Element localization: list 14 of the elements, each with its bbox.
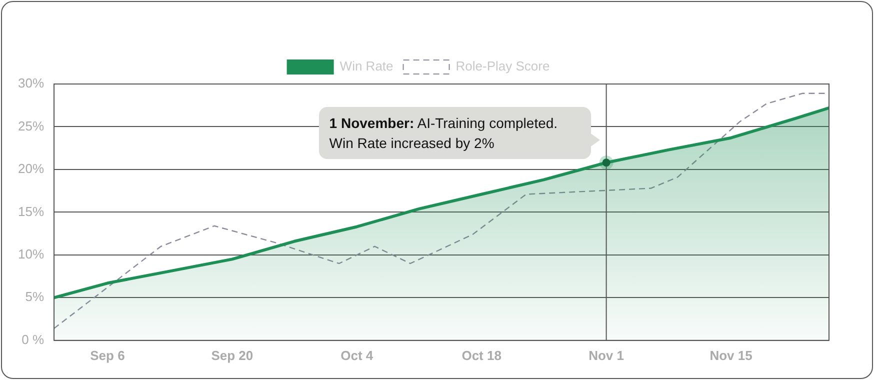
y-tick-label: 30%	[18, 76, 44, 91]
annotation: 1 November: AI-Training completed. Win Rate increased by 2%	[319, 106, 592, 159]
x-tick-label: Nov 1	[588, 348, 624, 363]
x-tick-label: Sep 6	[90, 348, 125, 363]
y-tick-label: 5%	[25, 289, 44, 304]
y-tick-label: 10%	[18, 246, 44, 262]
y-tick-label: 25%	[18, 118, 44, 134]
x-tick-label: Oct 18	[462, 348, 502, 363]
x-tick-label: Nov 15	[710, 348, 752, 363]
y-tick-label: 15%	[18, 204, 44, 219]
y-tick-label: 20%	[18, 161, 44, 176]
x-tick-label: Sep 20	[211, 348, 254, 363]
x-tick-label: Oct 4	[340, 348, 374, 363]
y-tick-label: 0 %	[22, 332, 44, 347]
